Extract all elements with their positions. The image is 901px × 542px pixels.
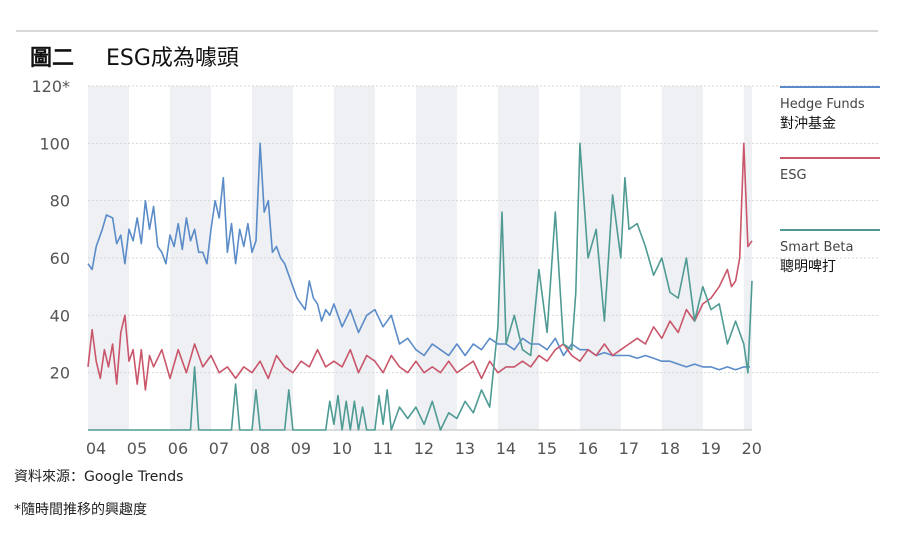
legend-sublabel-hedge-funds: 對沖基金 (780, 116, 836, 132)
year-band-2020 (743, 86, 752, 430)
x-tick-label-12: 12 (414, 439, 434, 458)
x-tick-label-13: 13 (455, 439, 475, 458)
legend-label-smart-beta: Smart Beta (780, 240, 854, 255)
x-tick-label-14: 14 (496, 439, 516, 458)
y-tick-label-60: 60 (50, 249, 70, 268)
series-line-smart-beta (88, 142, 753, 431)
x-tick-label-19: 19 (701, 439, 721, 458)
legend-label-esg: ESG (780, 168, 807, 183)
legend-hedge-funds: Hedge Funds 對沖基金 (780, 86, 880, 134)
legend-swatch-hedge-funds (780, 86, 880, 88)
x-tick-label-15: 15 (537, 439, 557, 458)
legend-swatch-smart-beta (780, 229, 880, 231)
y-tick-label-40: 40 (50, 306, 70, 325)
legend-smart-beta: Smart Beta 聰明啤打 (780, 229, 880, 277)
series-line-hedge-funds (87, 142, 750, 371)
x-tick-label-06: 06 (168, 439, 188, 458)
x-tick-label-17: 17 (619, 439, 639, 458)
x-tick-label-16: 16 (578, 439, 598, 458)
x-tick-label-11: 11 (373, 439, 393, 458)
x-tick-label-20: 20 (742, 439, 762, 458)
x-tick-label-05: 05 (127, 439, 147, 458)
y-tick-label-80: 80 (50, 192, 70, 211)
legend-sublabel-smart-beta: 聰明啤打 (780, 259, 836, 275)
source-note: 資料來源：Google Trends (14, 469, 184, 485)
legend-esg: ESG (780, 157, 880, 185)
figure-title: 圖二 ESG成為噱頭 (30, 40, 239, 72)
legend-swatch-esg (780, 157, 880, 159)
figure-subject: ESG成為噱頭 (106, 46, 239, 71)
y-tick-label-top: 120* (31, 77, 70, 96)
x-tick-label-09: 09 (291, 439, 311, 458)
y-tick-label-20: 20 (50, 364, 70, 383)
series-line-esg (87, 142, 753, 391)
y-tick-label-100: 100 (39, 134, 70, 153)
top-rule (16, 30, 878, 32)
footnote: *隨時間推移的興趣度 (14, 502, 147, 518)
x-tick-label-07: 07 (209, 439, 229, 458)
x-tick-label-04: 04 (86, 439, 106, 458)
x-tick-label-18: 18 (660, 439, 680, 458)
figure-label: 圖二 (30, 46, 75, 71)
x-tick-label-08: 08 (250, 439, 270, 458)
x-tick-label-10: 10 (332, 439, 352, 458)
legend-label-hedge-funds: Hedge Funds (780, 97, 865, 112)
